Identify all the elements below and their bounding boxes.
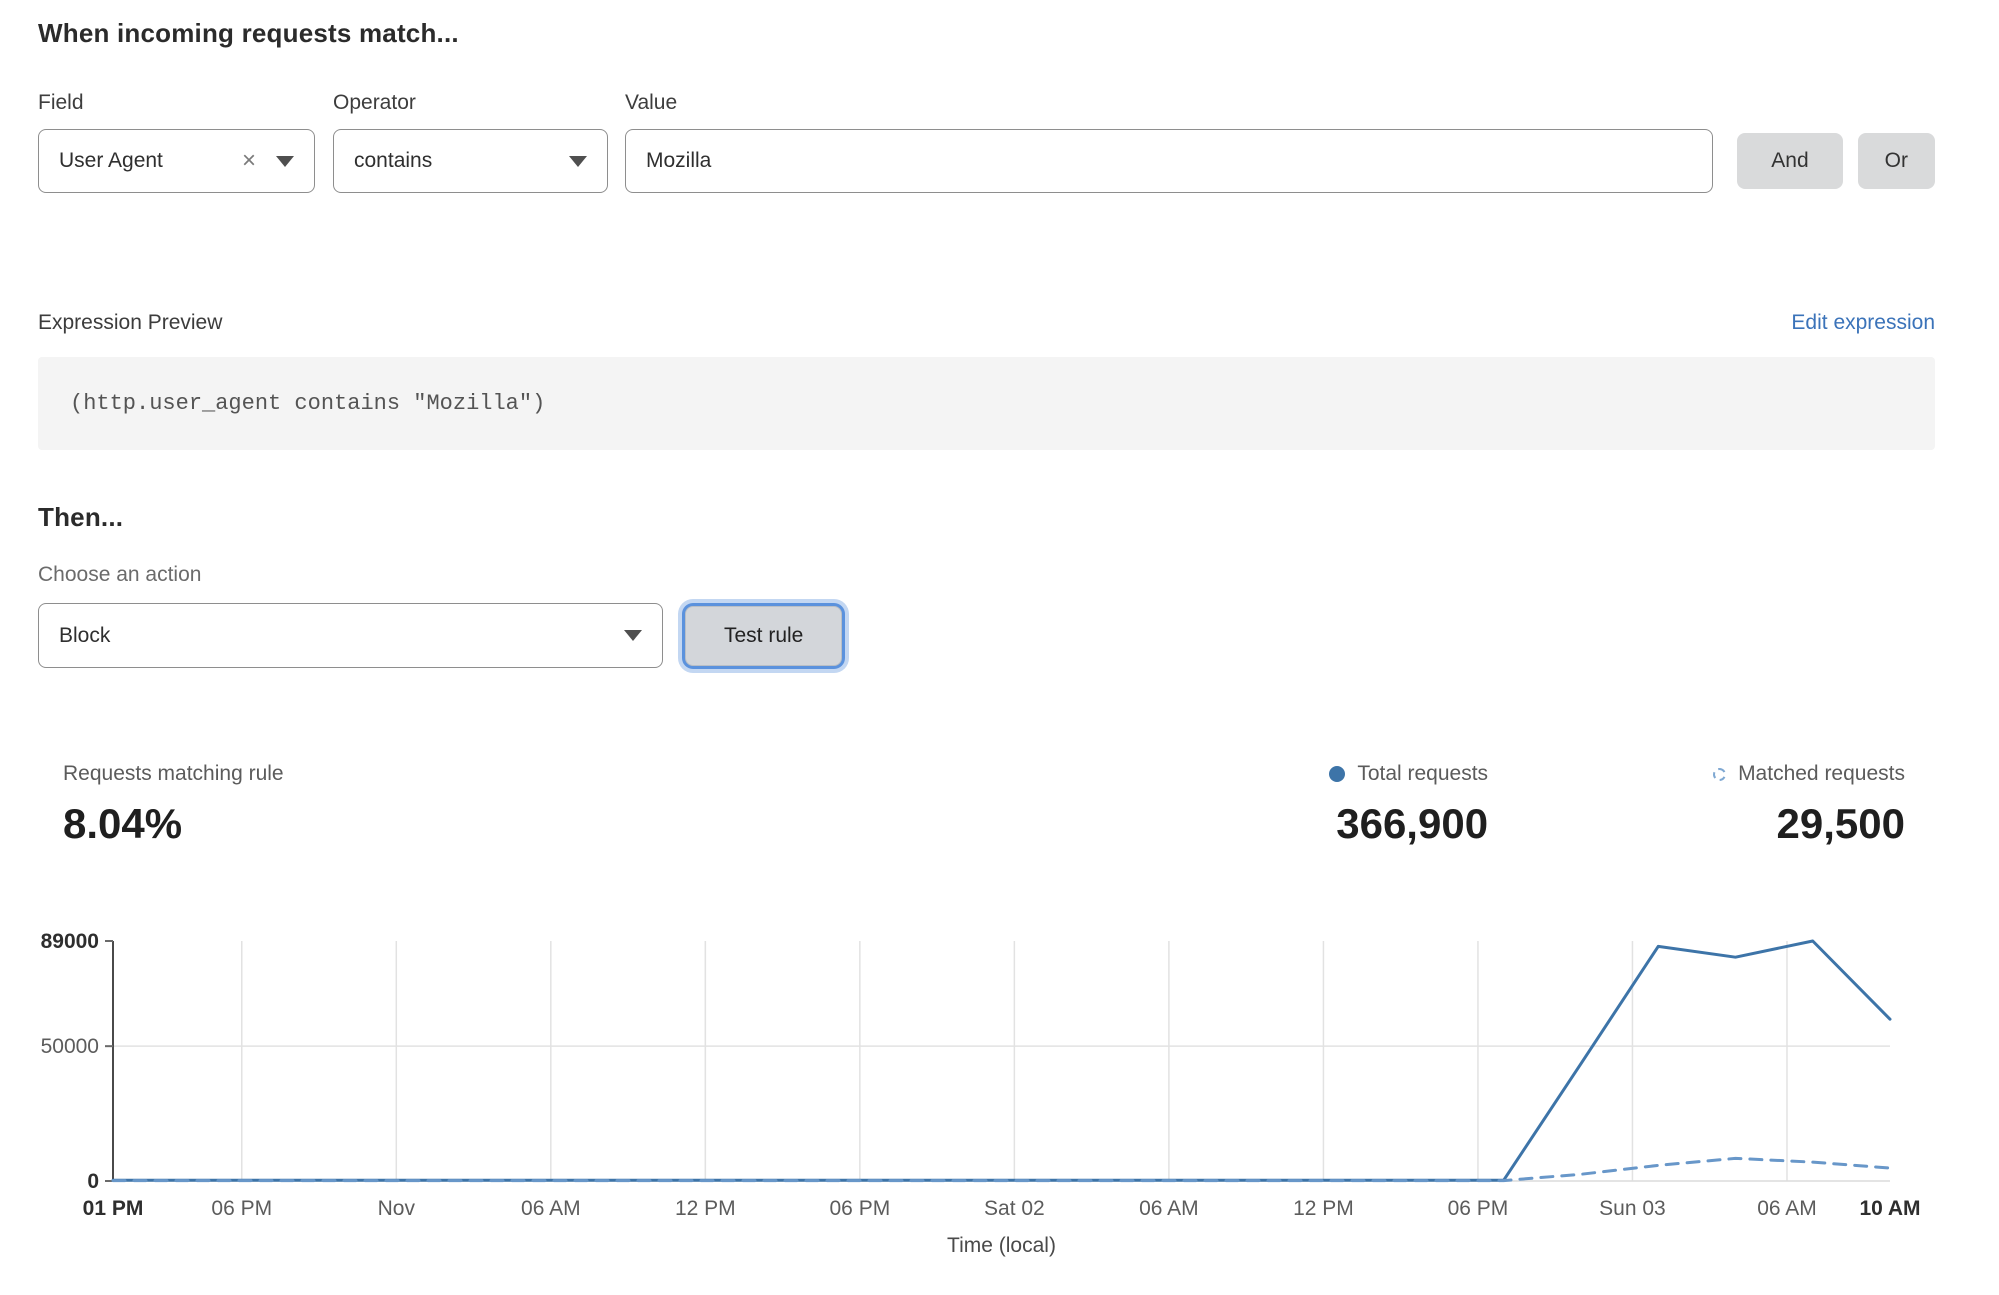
operator-select[interactable]: contains (333, 129, 608, 193)
expression-header: Expression Preview Edit expression (38, 311, 1935, 335)
or-button[interactable]: Or (1857, 133, 1935, 189)
matched-requests-legend-dashed-circle-icon (1713, 767, 1727, 781)
svg-text:01 PM: 01 PM (83, 1197, 144, 1220)
chevron-down-icon (276, 155, 294, 167)
svg-text:06 AM: 06 AM (1757, 1197, 1817, 1220)
svg-text:Time (local): Time (local) (947, 1234, 1056, 1257)
svg-text:Nov: Nov (378, 1197, 416, 1220)
match-heading: When incoming requests match... (38, 18, 459, 48)
total-requests-legend-dot-icon (1329, 766, 1346, 782)
chart-legend: Total requests 366,900 Matched requests … (1329, 762, 1905, 848)
total-requests-value: 366,900 (1336, 800, 1489, 847)
svg-text:Sat 02: Sat 02 (984, 1197, 1045, 1220)
edit-expression-link[interactable]: Edit expression (1791, 311, 1935, 334)
matched-requests-label: Matched requests (1738, 762, 1905, 785)
svg-text:06 PM: 06 PM (211, 1197, 272, 1220)
expression-preview-box: (http.user_agent contains "Mozilla") (38, 357, 1935, 450)
value-label: Value (625, 91, 678, 114)
matched-requests-value: 29,500 (1776, 800, 1905, 847)
chevron-down-icon (624, 630, 642, 641)
svg-text:Sun 03: Sun 03 (1599, 1197, 1666, 1220)
svg-text:12 PM: 12 PM (1293, 1197, 1354, 1220)
matching-rule-stat: Requests matching rule 8.04% (63, 762, 284, 848)
value-input[interactable] (625, 129, 1714, 193)
clear-field-icon[interactable]: × (241, 147, 256, 174)
stats-row: Requests matching rule 8.04% Total reque… (38, 762, 1935, 848)
action-row: Block Test rule (38, 603, 1935, 668)
requests-chart-container: 01 PM 06 PM Nov 06 AM 12 PM 06 PM Sat 02 06 AM 1… (38, 918, 1935, 1273)
field-label: Field (38, 91, 84, 114)
svg-text:50000: 50000 (41, 1035, 99, 1058)
total-requests-label: Total requests (1357, 762, 1489, 785)
svg-text:89000: 89000 (41, 930, 99, 953)
then-heading: Then... (38, 502, 124, 532)
svg-text:0: 0 (87, 1170, 99, 1193)
rule-condition-row: Field User Agent × Operator contains Val… (38, 91, 1935, 193)
svg-text:10 AM: 10 AM (1859, 1197, 1920, 1220)
total-requests-stat: Total requests 366,900 (1329, 762, 1488, 848)
operator-select-value: contains (354, 149, 433, 172)
operator-label: Operator (333, 91, 416, 114)
expression-preview-label: Expression Preview (38, 311, 223, 334)
action-select-value: Block (59, 623, 111, 647)
svg-text:06 PM: 06 PM (1448, 1197, 1509, 1220)
choose-action-label: Choose an action (38, 563, 202, 586)
requests-chart: 01 PM 06 PM Nov 06 AM 12 PM 06 PM Sat 02 06 AM 1… (41, 930, 1921, 1257)
field-select[interactable]: User Agent × (38, 129, 315, 193)
matching-rule-label: Requests matching rule (63, 762, 284, 785)
expression-code: (http.user_agent contains "Mozilla") (70, 391, 546, 416)
field-select-value: User Agent (59, 149, 163, 172)
matching-rule-value: 8.04% (63, 800, 183, 847)
and-button[interactable]: And (1737, 133, 1843, 189)
action-select[interactable]: Block (38, 603, 663, 668)
svg-text:06 PM: 06 PM (830, 1197, 891, 1220)
chevron-down-icon (569, 155, 587, 167)
svg-text:12 PM: 12 PM (675, 1197, 736, 1220)
svg-text:06 AM: 06 AM (521, 1197, 581, 1220)
matched-requests-stat: Matched requests 29,500 (1713, 762, 1905, 848)
svg-text:06 AM: 06 AM (1139, 1197, 1199, 1220)
test-rule-button[interactable]: Test rule (685, 605, 843, 666)
